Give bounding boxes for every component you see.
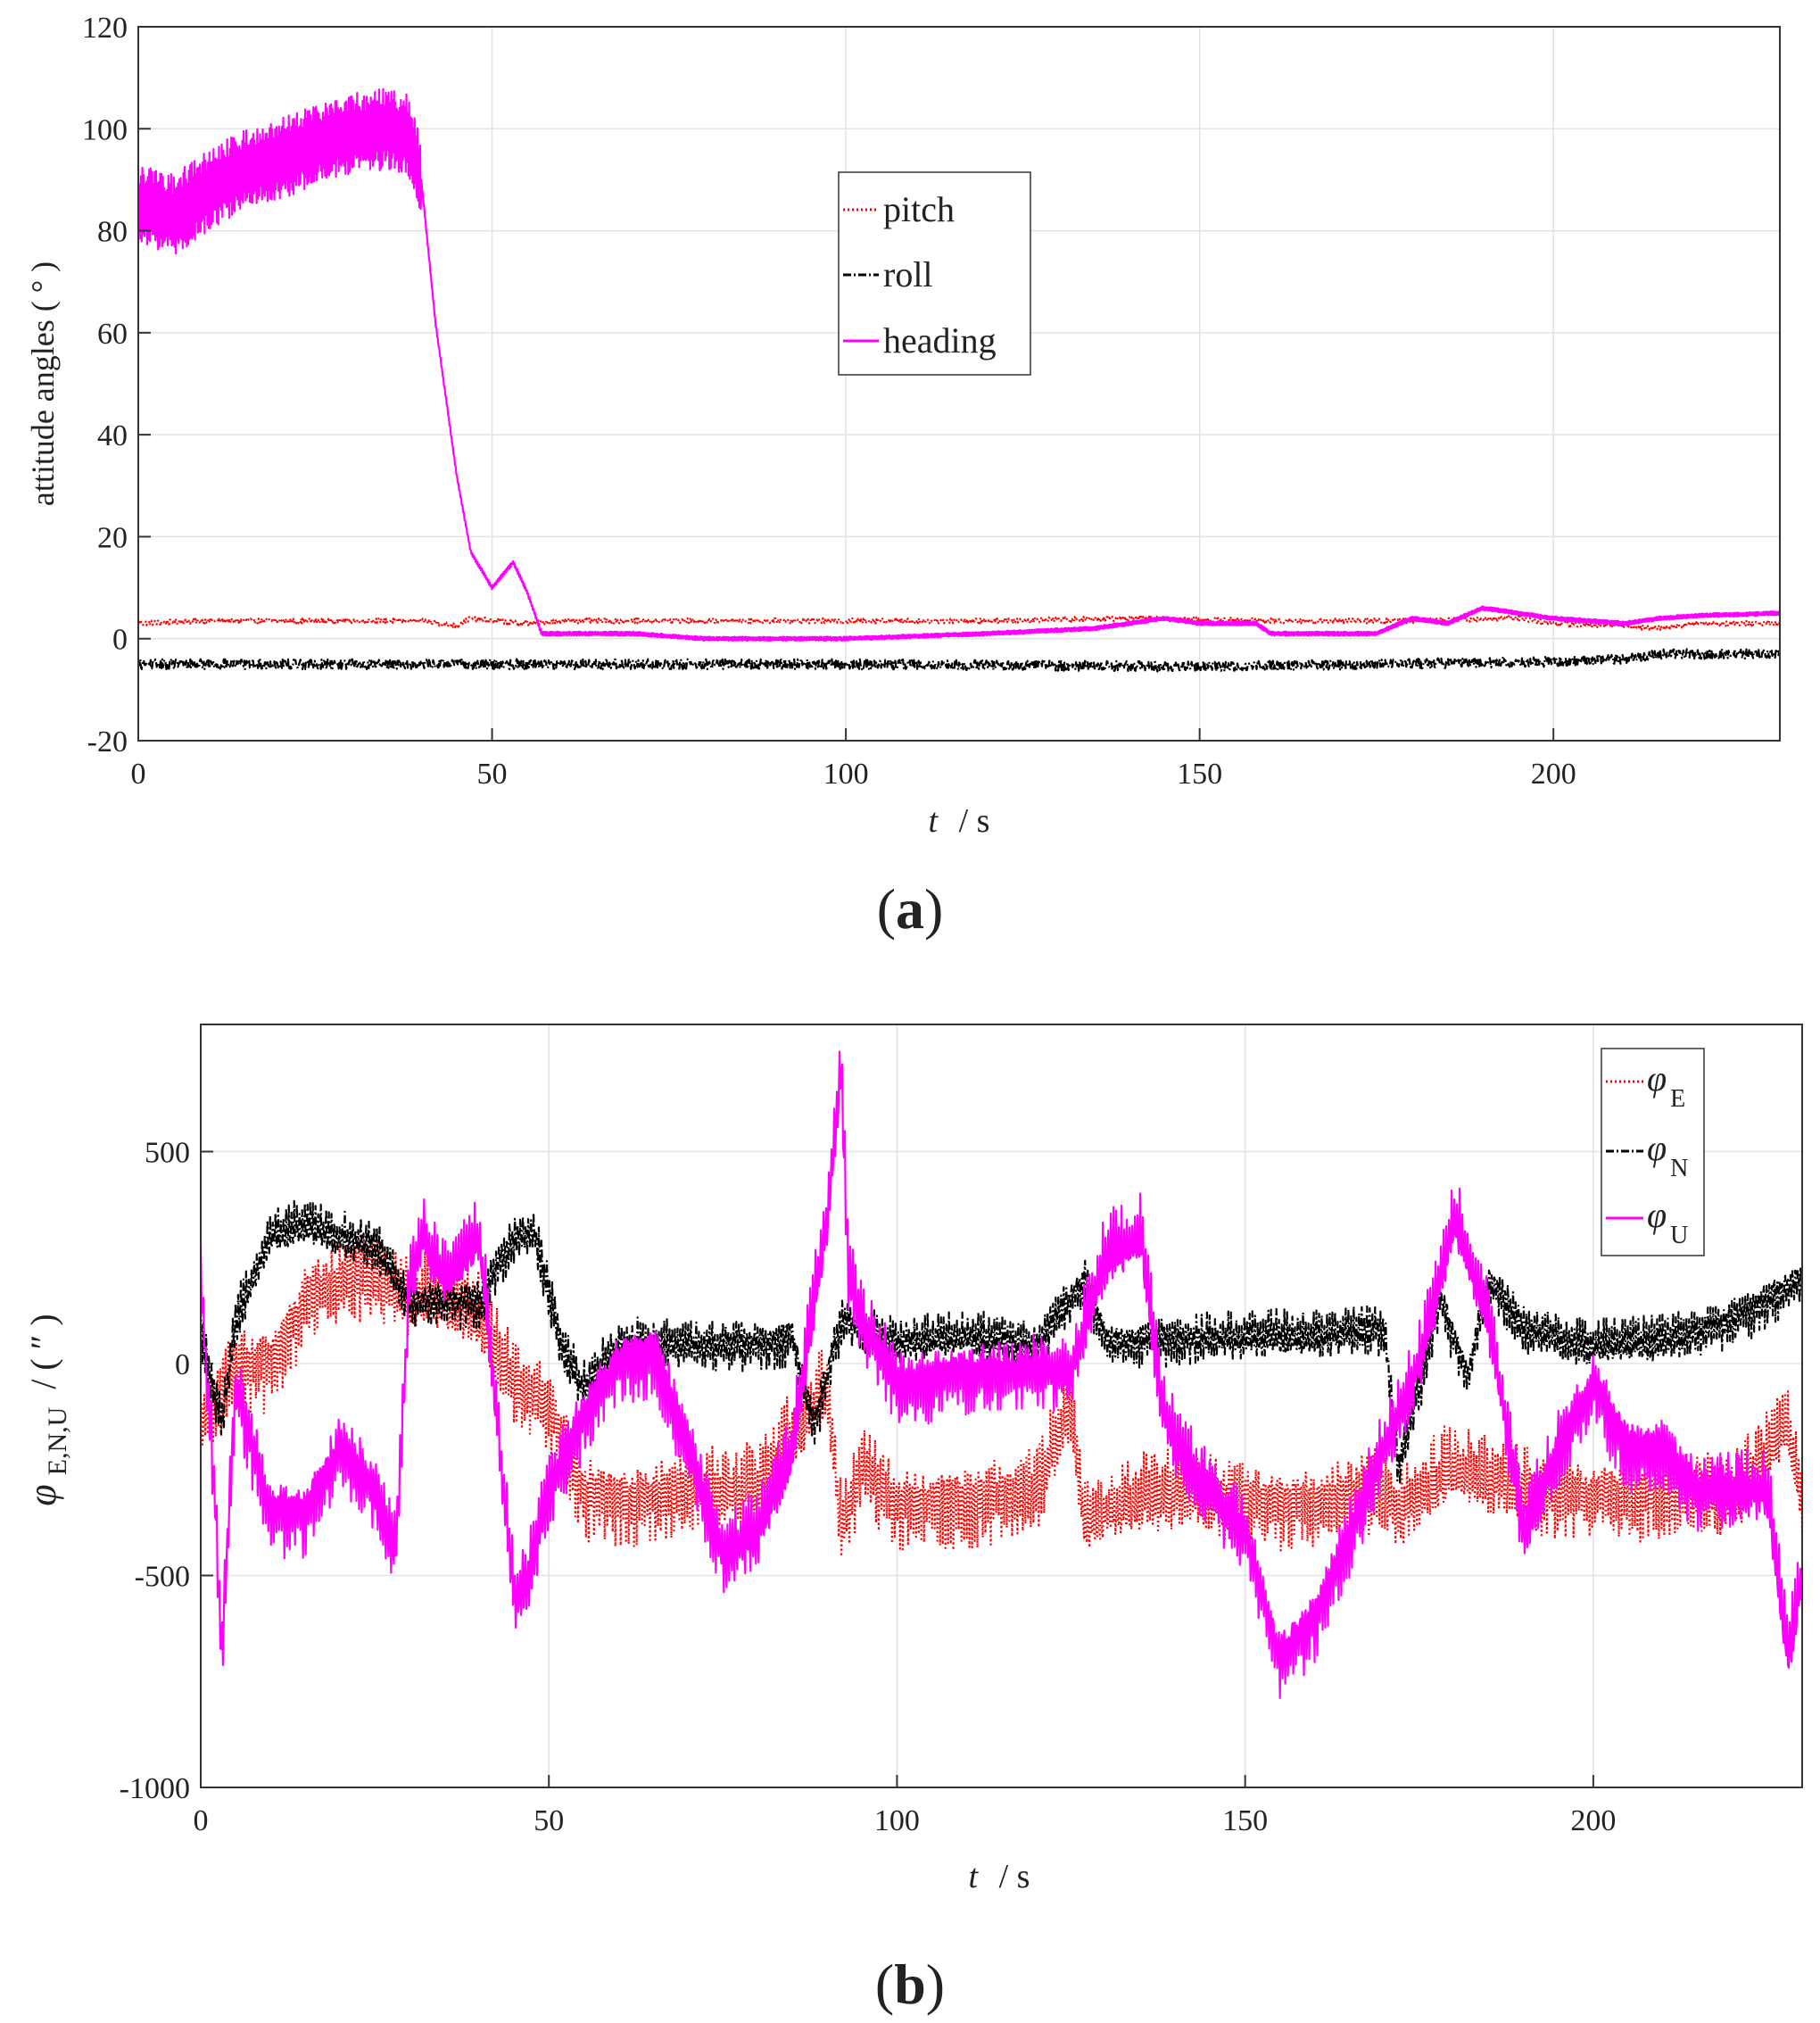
panel-tag-a: (a) [877,877,944,941]
y-tick-label-a: 120 [82,12,128,45]
series-a [138,87,1780,673]
legend-b-n-symbol: φ [1647,1128,1667,1168]
legend-b-u-label: φU [1647,1195,1688,1249]
x-tick-label-a: 150 [1177,758,1222,791]
x-axis-label-b: t / s [969,1858,1030,1895]
y-tick-label-b: -500 [135,1561,190,1594]
legend-b-u-symbol: φ [1647,1195,1667,1235]
legend-b-e-label: φE [1647,1058,1685,1113]
y-tick-label-b: -1000 [120,1772,190,1805]
y-axis-label-b: φ E,N,U / ( ″ ) [21,1314,74,1505]
x-tick-label-a: 0 [131,758,146,791]
legend-b-e-subscript: E [1670,1085,1685,1113]
x-tick-label-b: 0 [194,1804,209,1837]
y-tick-label-a: 0 [112,624,128,657]
x-axis-label-b-var: t [969,1858,980,1895]
series-line-a-0 [138,615,1780,632]
x-tick-label-a: 100 [823,758,869,791]
legend-a: pitch roll heading [838,171,1031,376]
chart-b: 0 50 100 150 200 -1000 -500 0 500 φ E,N,U / ( ″ … [21,1024,1803,2016]
legend-a-pitch-label: pitch [883,189,955,229]
x-tick-label-b: 100 [874,1804,920,1837]
legend-b-e-symbol: φ [1647,1058,1667,1099]
x-tick-label-b: 50 [534,1804,564,1837]
y-tick-label-a: 40 [97,419,128,452]
y-tick-label-a: 100 [82,113,128,146]
series-line-b-1 [201,1199,1802,1485]
legend-b-u-subscript: U [1670,1222,1688,1249]
panel-tag-b-letter: b [894,1953,926,2016]
plot-frame-a [137,26,1781,742]
x-tick-label-a: 50 [477,758,508,791]
y-tick-label-a: 60 [97,318,128,351]
x-axis-label-a-unit: / s [959,802,990,840]
y-axis-label-b-unit: / ( ″ ) [23,1314,63,1389]
legend-b-n-label: φN [1647,1128,1688,1182]
y-tick-label-b: 500 [145,1137,190,1170]
series-line-a-1 [138,648,1780,673]
x-axis-label-a-var: t [929,802,939,840]
panel-tag-b: (b) [875,1953,945,2016]
legend-b: φE φN φU [1601,1048,1705,1256]
legend-a-roll-label: roll [883,254,933,294]
y-axis-label-b-symbol: φ [21,1484,64,1505]
series-line-a-2 [138,87,1780,643]
y-axis-label-a: attitude angles ( ° ) [25,261,61,506]
ticks-b: 0 50 100 150 200 -1000 -500 0 500 [120,1137,1617,1838]
plot-frame-b [200,1024,1803,1788]
x-tick-label-b: 200 [1570,1804,1616,1837]
legend-a-heading-label: heading [883,320,997,361]
x-axis-label-a: t / s [929,802,990,840]
legend-b-box [1601,1048,1705,1256]
panel-tag-a-letter: a [896,877,924,941]
x-tick-label-b: 150 [1222,1804,1268,1837]
y-tick-label-a: -20 [87,725,128,759]
x-axis-label-b-unit: / s [999,1858,1030,1895]
y-axis-label-b-subscript: E,N,U [43,1406,72,1475]
y-tick-label-a: 80 [97,216,128,249]
y-tick-label-b: 0 [175,1348,190,1381]
series-line-b-2 [201,1050,1802,1699]
legend-b-n-subscript: N [1670,1155,1688,1182]
x-tick-label-a: 200 [1531,758,1576,791]
y-tick-label-a: 20 [97,521,128,554]
series-b [201,1050,1802,1699]
